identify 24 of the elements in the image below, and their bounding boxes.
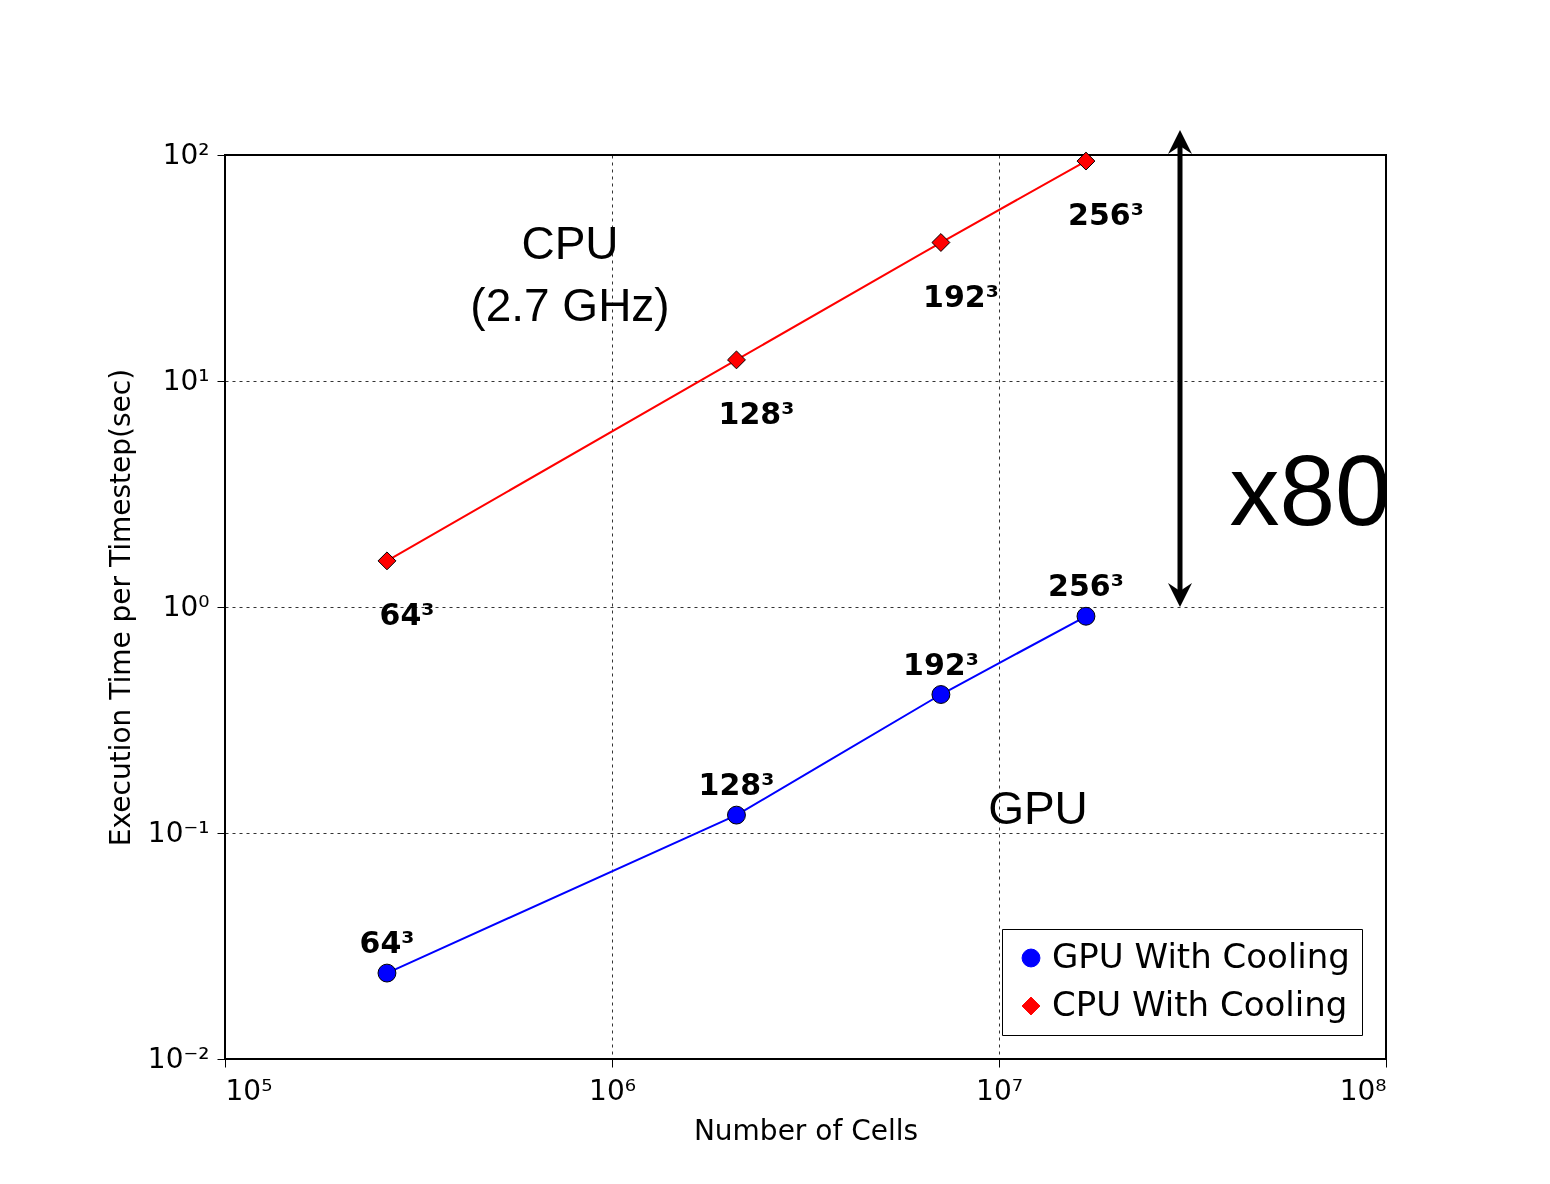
annotation: 64³ xyxy=(359,925,415,961)
annotation: 128³ xyxy=(698,767,775,803)
x-tick-label: 10⁵ xyxy=(225,1073,273,1107)
annotation: 128³ xyxy=(718,395,795,431)
x-tick-label: 10⁶ xyxy=(589,1073,636,1107)
y-tick-label: 10⁻¹ xyxy=(147,815,210,849)
annotation: 256³ xyxy=(1068,197,1144,233)
x-tick-label: 10⁷ xyxy=(976,1073,1023,1107)
legend-label: GPU With Cooling xyxy=(1052,936,1350,976)
y-tick-label: 10⁻² xyxy=(147,1041,210,1075)
legend-label: CPU With Cooling xyxy=(1052,984,1348,1024)
annotation: CPU (2.7 GHz) xyxy=(470,217,670,332)
annotation: GPU xyxy=(988,782,1088,835)
y-tick-label: 10¹ xyxy=(162,363,210,397)
y-axis-title: Execution Time per Timestep(sec) xyxy=(103,368,137,847)
y-tick-label: 10² xyxy=(162,137,210,171)
y-tick-label: 10⁰ xyxy=(162,589,210,623)
x-axis-title: Number of Cells xyxy=(693,1113,919,1147)
annotation: 192³ xyxy=(903,646,979,682)
x-tick-label: 10⁸ xyxy=(1339,1073,1387,1107)
annotation: 256³ xyxy=(1048,568,1124,604)
annotation: x80 xyxy=(1229,434,1391,546)
annotation: 192³ xyxy=(923,278,999,314)
annotation: 64³ xyxy=(379,596,435,632)
